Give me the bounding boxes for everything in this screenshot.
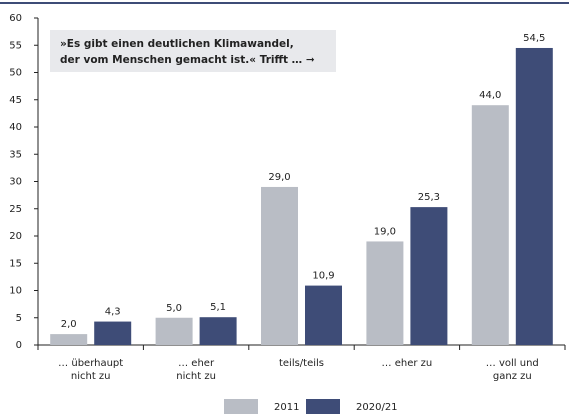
y-tick-label: 25 — [9, 204, 22, 215]
value-label: 4,3 — [105, 307, 121, 318]
x-tick-label: … eher — [178, 358, 215, 369]
bar — [366, 241, 404, 345]
y-tick-label: 30 — [9, 177, 22, 188]
y-tick-label: 5 — [16, 313, 22, 324]
value-label: 54,5 — [523, 33, 545, 44]
value-label: 19,0 — [374, 226, 396, 237]
legend-swatch — [306, 399, 340, 414]
y-tick-label: 20 — [9, 231, 22, 242]
y-tick-label: 55 — [9, 40, 22, 51]
x-tick-label: ganz zu — [493, 371, 532, 382]
x-tick-label: teils/teils — [279, 358, 324, 369]
annotation-box — [50, 30, 336, 72]
y-tick-label: 40 — [9, 122, 22, 133]
bar — [261, 186, 298, 345]
x-tick-label: nicht zu — [176, 371, 216, 382]
bar — [199, 317, 237, 345]
y-tick-label: 0 — [16, 340, 22, 351]
bar — [50, 334, 88, 345]
y-tick-label: 60 — [9, 13, 22, 24]
value-label: 2,0 — [61, 319, 77, 330]
y-tick-label: 35 — [9, 149, 22, 160]
x-tick-label: … voll und — [486, 358, 539, 369]
value-label: 29,0 — [268, 172, 290, 183]
value-label: 5,1 — [210, 302, 226, 313]
y-tick-label: 15 — [9, 258, 22, 269]
bar — [471, 105, 509, 345]
value-label: 5,0 — [166, 303, 182, 314]
x-tick-label: nicht zu — [71, 371, 111, 382]
legend-label: 2020/21 — [356, 402, 398, 413]
bar — [94, 321, 132, 345]
y-tick-label: 50 — [9, 68, 22, 79]
x-tick-label: … überhaupt — [58, 358, 123, 369]
legend-swatch — [224, 399, 258, 414]
value-label: 10,9 — [312, 271, 334, 282]
bar — [410, 207, 448, 345]
legend-label: 2011 — [274, 402, 299, 413]
bar — [155, 317, 193, 345]
value-label: 44,0 — [479, 90, 501, 101]
bar — [515, 47, 553, 345]
x-tick-label: … eher zu — [382, 358, 433, 369]
y-tick-label: 45 — [9, 95, 22, 106]
annotation: »Es gibt einen deutlichen Klimawandel, — [60, 38, 294, 50]
y-tick-label: 10 — [9, 286, 22, 297]
value-label: 25,3 — [418, 192, 440, 203]
annotation: der vom Menschen gemacht ist.« Trifft … … — [60, 54, 315, 66]
bar — [305, 285, 342, 345]
